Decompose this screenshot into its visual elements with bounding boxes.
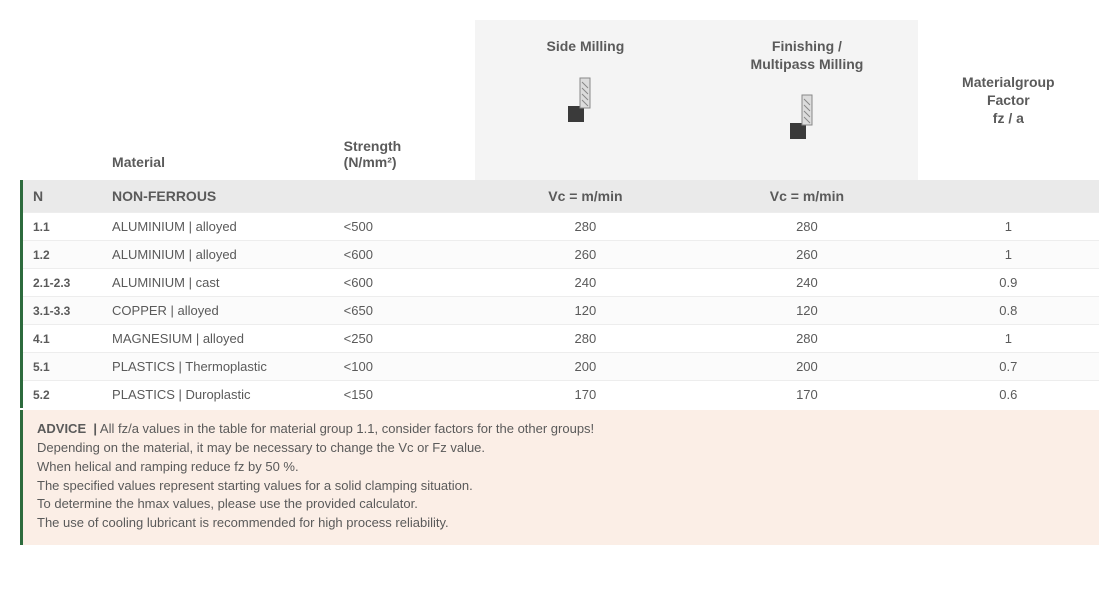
row-code: 1.1	[22, 213, 103, 241]
header-strength: Strength(N/mm²)	[334, 20, 475, 180]
advice-line-0: All fz/a values in the table for materia…	[100, 421, 594, 436]
advice-label-text: ADVICE	[37, 421, 86, 436]
row-side-vc: 280	[475, 213, 697, 241]
row-material: COPPER | alloyed	[102, 297, 334, 325]
category-code: N	[22, 180, 103, 213]
table-row: 4.1MAGNESIUM | alloyed<2502802801	[22, 325, 1100, 353]
row-strength: <600	[334, 269, 475, 297]
category-row: N NON-FERROUS Vc = m/min Vc = m/min	[22, 180, 1100, 213]
row-code: 4.1	[22, 325, 103, 353]
header-material: Material	[102, 20, 334, 180]
header-finishing-milling: Finishing /Multipass Milling	[696, 20, 918, 180]
advice-line-1: Depending on the material, it may be nec…	[37, 440, 485, 455]
table-body: N NON-FERROUS Vc = m/min Vc = m/min 1.1A…	[22, 180, 1100, 408]
category-name: NON-FERROUS	[102, 180, 334, 213]
advice-line-2: When helical and ramping reduce fz by 50…	[37, 459, 299, 474]
row-fin-vc: 120	[696, 297, 918, 325]
row-material: MAGNESIUM | alloyed	[102, 325, 334, 353]
row-strength: <150	[334, 381, 475, 409]
table-row: 2.1-2.3ALUMINIUM | cast<6002402400.9	[22, 269, 1100, 297]
row-side-vc: 170	[475, 381, 697, 409]
row-material: ALUMINIUM | cast	[102, 269, 334, 297]
finishing-milling-icon	[706, 93, 908, 139]
category-factor-blank	[918, 180, 1099, 213]
row-code: 1.2	[22, 241, 103, 269]
row-fin-vc: 240	[696, 269, 918, 297]
header-factor: MaterialgroupFactorfz / a	[918, 20, 1099, 180]
row-factor: 0.7	[918, 353, 1099, 381]
table-row: 1.2ALUMINIUM | alloyed<6002602601	[22, 241, 1100, 269]
table-row: 5.2PLASTICS | Duroplastic<1501701700.6	[22, 381, 1100, 409]
row-side-vc: 260	[475, 241, 697, 269]
row-strength: <650	[334, 297, 475, 325]
row-code: 2.1-2.3	[22, 269, 103, 297]
table-row: 5.1PLASTICS | Thermoplastic<1002002000.7	[22, 353, 1100, 381]
row-factor: 1	[918, 241, 1099, 269]
row-material: PLASTICS | Thermoplastic	[102, 353, 334, 381]
header-blank-code	[22, 20, 103, 180]
header-finishing-title: Finishing /Multipass Milling	[706, 38, 908, 73]
row-fin-vc: 170	[696, 381, 918, 409]
advice-box: ADVICE | All fz/a values in the table fo…	[20, 410, 1099, 545]
row-material: PLASTICS | Duroplastic	[102, 381, 334, 409]
row-fin-vc: 260	[696, 241, 918, 269]
row-side-vc: 120	[475, 297, 697, 325]
milling-parameters-table-wrap: Material Strength(N/mm²) Side Milling F	[20, 20, 1099, 545]
row-side-vc: 200	[475, 353, 697, 381]
category-vc-fin: Vc = m/min	[696, 180, 918, 213]
row-code: 5.2	[22, 381, 103, 409]
row-material: ALUMINIUM | alloyed	[102, 241, 334, 269]
advice-line-3: The specified values represent starting …	[37, 478, 473, 493]
category-vc-side: Vc = m/min	[475, 180, 697, 213]
side-milling-icon	[485, 76, 687, 122]
row-factor: 0.8	[918, 297, 1099, 325]
row-code: 3.1-3.3	[22, 297, 103, 325]
row-side-vc: 280	[475, 325, 697, 353]
row-code: 5.1	[22, 353, 103, 381]
row-fin-vc: 200	[696, 353, 918, 381]
row-strength: <250	[334, 325, 475, 353]
row-factor: 0.6	[918, 381, 1099, 409]
row-fin-vc: 280	[696, 213, 918, 241]
advice-label: ADVICE |	[37, 421, 97, 436]
header-side-milling-title: Side Milling	[485, 38, 687, 56]
advice-line-4: To determine the hmax values, please use…	[37, 496, 418, 511]
category-strength-blank	[334, 180, 475, 213]
row-side-vc: 240	[475, 269, 697, 297]
row-strength: <100	[334, 353, 475, 381]
row-strength: <600	[334, 241, 475, 269]
row-strength: <500	[334, 213, 475, 241]
row-factor: 1	[918, 325, 1099, 353]
row-factor: 1	[918, 213, 1099, 241]
advice-line-5: The use of cooling lubricant is recommen…	[37, 515, 449, 530]
row-fin-vc: 280	[696, 325, 918, 353]
row-factor: 0.9	[918, 269, 1099, 297]
row-material: ALUMINIUM | alloyed	[102, 213, 334, 241]
milling-parameters-table: Material Strength(N/mm²) Side Milling F	[20, 20, 1099, 408]
table-row: 3.1-3.3COPPER | alloyed<6501201200.8	[22, 297, 1100, 325]
table-row: 1.1ALUMINIUM | alloyed<5002802801	[22, 213, 1100, 241]
header-side-milling: Side Milling	[475, 20, 697, 180]
